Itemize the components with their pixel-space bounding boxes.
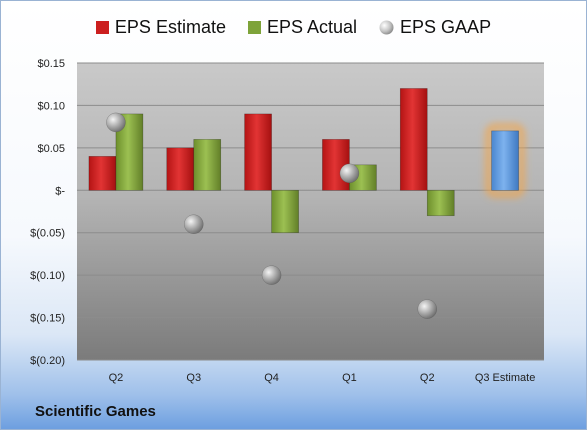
legend-actual-swatch <box>247 21 261 34</box>
x-tick-label: Q2 <box>420 372 435 384</box>
eps-actual-bar <box>271 189 299 234</box>
forecast-glow <box>486 124 525 197</box>
legend-item-gaap: EPS GAAP <box>379 17 491 38</box>
eps-actual-bar <box>426 189 455 217</box>
x-tick-label: Q2 <box>109 372 124 384</box>
y-tick-label: $(0.05) <box>30 228 65 240</box>
legend-estimate-label: EPS Estimate <box>114 17 226 37</box>
eps-gaap-point <box>417 299 437 319</box>
eps-estimate-bar <box>88 156 117 191</box>
legend-estimate-swatch <box>95 21 109 34</box>
legend-item-estimate: EPS Estimate <box>95 17 226 38</box>
eps-estimate-forecast-bar <box>491 130 519 191</box>
y-tick-label: $0.15 <box>37 58 65 70</box>
eps-gaap-point <box>184 214 204 234</box>
company-name: Scientific Games <box>35 403 156 420</box>
eps-estimate-bar <box>244 113 272 191</box>
legend-actual-label: EPS Actual <box>266 17 358 37</box>
eps-gaap-point <box>261 265 282 285</box>
x-tick-label: Q3 Estimate <box>475 372 536 384</box>
y-tick-label: $(0.20) <box>30 355 65 367</box>
eps-estimate-bar <box>399 88 428 191</box>
x-tick-label: Q4 <box>264 372 279 384</box>
legend: EPS Estimate EPS Actual EPS GAAP <box>1 17 586 38</box>
x-tick-label: Q1 <box>342 372 357 384</box>
legend-item-actual: EPS Actual <box>247 17 358 38</box>
legend-gaap-swatch <box>379 20 394 35</box>
y-tick-label: $(0.15) <box>30 313 65 325</box>
y-tick-label: $- <box>55 185 65 197</box>
y-tick-label: $0.05 <box>37 143 65 155</box>
eps-gaap-point <box>106 112 126 133</box>
eps-chart: $0.15 $0.10 $0.05 $- $(0.05) $(0.10) $(0.15) $(… <box>30 58 544 384</box>
x-tick-label: Q3 <box>186 372 201 384</box>
eps-actual-bar <box>193 139 222 191</box>
plot-area <box>77 63 544 360</box>
eps-gaap-point <box>339 163 360 184</box>
y-tick-label: $0.10 <box>37 100 65 112</box>
y-tick-label: $(0.10) <box>30 270 65 282</box>
legend-gaap-label: EPS GAAP <box>400 17 492 37</box>
eps-estimate-bar <box>166 147 195 191</box>
